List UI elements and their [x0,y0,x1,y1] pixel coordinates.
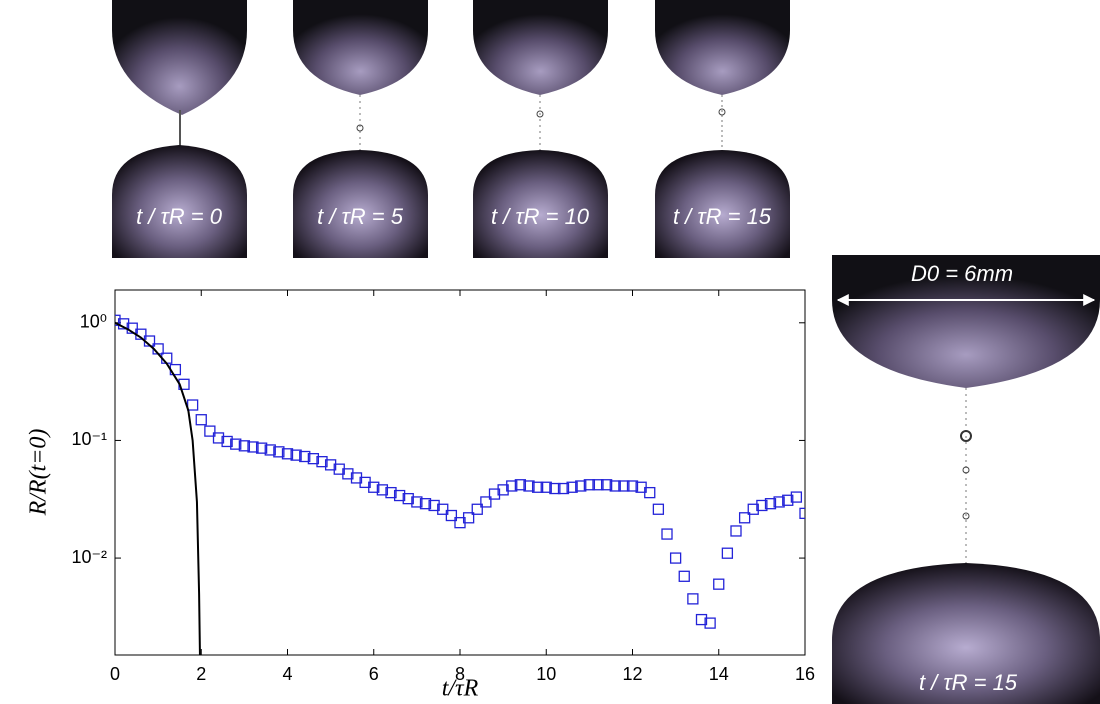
x-tick-label: 6 [369,664,379,684]
scale-label: D0 = 6mm [911,261,1013,286]
y-tick-label: 10⁻¹ [71,429,107,449]
photo-label: t / τR = 15 [673,204,772,229]
x-tick-label: 4 [282,664,292,684]
data-point [196,415,206,425]
x-tick-label: 16 [795,664,815,684]
x-tick-label: 0 [110,664,120,684]
detail-photo: D0 = 6mm t / τR = 15 [832,255,1100,704]
photo-label: t / τR = 5 [317,204,404,229]
x-tick-label: 14 [709,664,729,684]
data-point [662,529,672,539]
data-point [731,526,741,536]
data-point [679,571,689,581]
y-axis-label: R/R(t=0) [26,429,52,517]
y-tick-label: 10⁰ [80,312,107,332]
y-tick-label: 10⁻² [71,547,107,567]
page: t / τR = 0 t / τR = 5 t / τR = 10 t / τR… [0,0,1100,704]
x-tick-label: 12 [622,664,642,684]
x-tick-label: 2 [196,664,206,684]
figure: t / τR = 0 t / τR = 5 t / τR = 10 t / τR… [0,0,1100,704]
photo-label: t / τR = 10 [491,204,590,229]
data-point [688,594,698,604]
plot-area [110,315,810,655]
photo-strip: t / τR = 0 t / τR = 5 t / τR = 10 t / τR… [112,0,790,258]
data-point [671,553,681,563]
data-point [714,579,724,589]
data-point [188,400,198,410]
plot-frame [115,290,805,655]
photo-label: t / τR = 0 [136,204,223,229]
photo-label: t / τR = 15 [919,670,1018,695]
data-point [722,548,732,558]
x-tick-label: 8 [455,664,465,684]
x-tick-label: 10 [536,664,556,684]
data-line [115,323,200,655]
data-point [653,504,663,514]
